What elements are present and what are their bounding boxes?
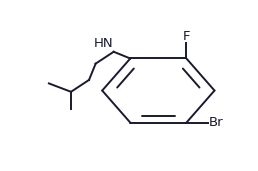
Text: HN: HN [94,37,114,50]
Text: F: F [183,30,190,43]
Text: Br: Br [209,116,224,129]
